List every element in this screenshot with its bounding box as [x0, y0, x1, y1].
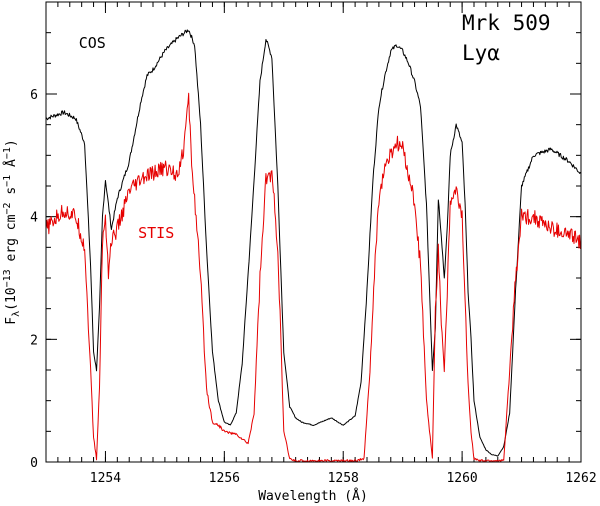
y-axis-label-part: erg cm	[4, 214, 19, 269]
series-label-stis: STIS	[138, 224, 174, 242]
x-tick-label: 1254	[90, 471, 121, 486]
x-axis-label: Wavelength (Å)	[258, 488, 368, 504]
series-label-cos: COS	[79, 34, 106, 52]
series-line-cos	[45, 29, 582, 457]
chart-title: Mrk 509	[462, 11, 551, 35]
chart-subtitle: Lyα	[462, 41, 500, 65]
y-tick-label: 4	[30, 211, 38, 226]
series-line-stis	[45, 92, 582, 463]
x-tick-label: 1258	[328, 471, 359, 486]
y-axis-label: Fλ(10−13 erg cm−2 s−1 Å−1)	[2, 139, 22, 324]
y-axis-label-part: F	[4, 317, 19, 325]
x-tick-label: 1260	[446, 471, 477, 486]
y-axis-label-part: Å	[3, 159, 19, 175]
y-axis-label-part: s	[4, 187, 19, 203]
series-layer	[45, 29, 582, 463]
tick-labels: 1254 1256 1258 1260 1262 0 2 4 6	[30, 88, 596, 486]
y-tick-label: 0	[30, 456, 38, 471]
y-axis-label-part: −1	[2, 175, 13, 187]
x-tick-label: 1256	[209, 471, 240, 486]
y-tick-label: 6	[30, 88, 38, 103]
plot-frame	[45, 1, 582, 463]
y-axis-label-part: −13	[2, 269, 13, 287]
axis-ticks	[45, 1, 582, 463]
y-tick-label: 2	[30, 333, 38, 348]
y-axis-label-part: −1	[2, 147, 13, 159]
y-axis-label-part: −2	[2, 202, 13, 214]
y-axis-label-part: (10	[4, 287, 19, 310]
y-axis-label-part: λ	[11, 311, 22, 317]
y-axis-label-part: )	[4, 139, 19, 147]
x-tick-label: 1262	[565, 471, 596, 486]
